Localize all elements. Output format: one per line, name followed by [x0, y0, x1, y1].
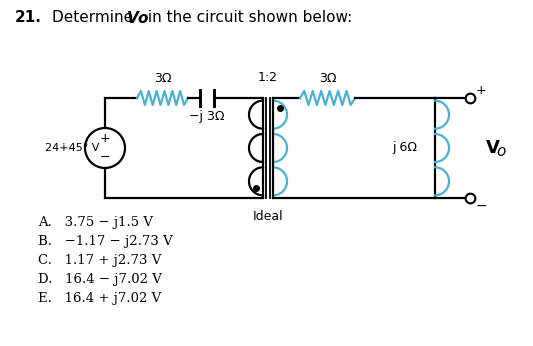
Text: −: −	[100, 151, 110, 164]
Text: −: −	[476, 199, 488, 213]
Text: 24∔45° V: 24∔45° V	[45, 143, 99, 153]
Text: Ideal: Ideal	[253, 210, 284, 223]
Text: j 6Ω: j 6Ω	[392, 142, 417, 155]
Text: 3Ω: 3Ω	[154, 72, 171, 85]
Text: in the circuit shown below:: in the circuit shown below:	[143, 10, 352, 25]
Text: 1:2: 1:2	[258, 71, 278, 84]
Text: $o$: $o$	[496, 144, 507, 158]
Text: 3Ω: 3Ω	[319, 72, 336, 85]
Text: D.   16.4 − j7.02 V: D. 16.4 − j7.02 V	[38, 273, 162, 286]
Text: −j 3Ω: −j 3Ω	[189, 110, 225, 123]
Text: $\bfit{V}$$\bfit{o}$: $\bfit{V}$$\bfit{o}$	[126, 10, 150, 26]
Text: E.   16.4 + j7.02 V: E. 16.4 + j7.02 V	[38, 292, 161, 305]
Text: 21.: 21.	[15, 10, 42, 25]
Text: C.   1.17 + j2.73 V: C. 1.17 + j2.73 V	[38, 254, 161, 267]
Text: $\mathbf{V}$: $\mathbf{V}$	[485, 139, 501, 157]
Text: A.   3.75 − j1.5 V: A. 3.75 − j1.5 V	[38, 216, 153, 229]
Text: +: +	[100, 133, 110, 146]
Text: B.   −1.17 − j2.73 V: B. −1.17 − j2.73 V	[38, 235, 173, 248]
Text: Determine: Determine	[52, 10, 138, 25]
Text: +: +	[476, 83, 487, 97]
